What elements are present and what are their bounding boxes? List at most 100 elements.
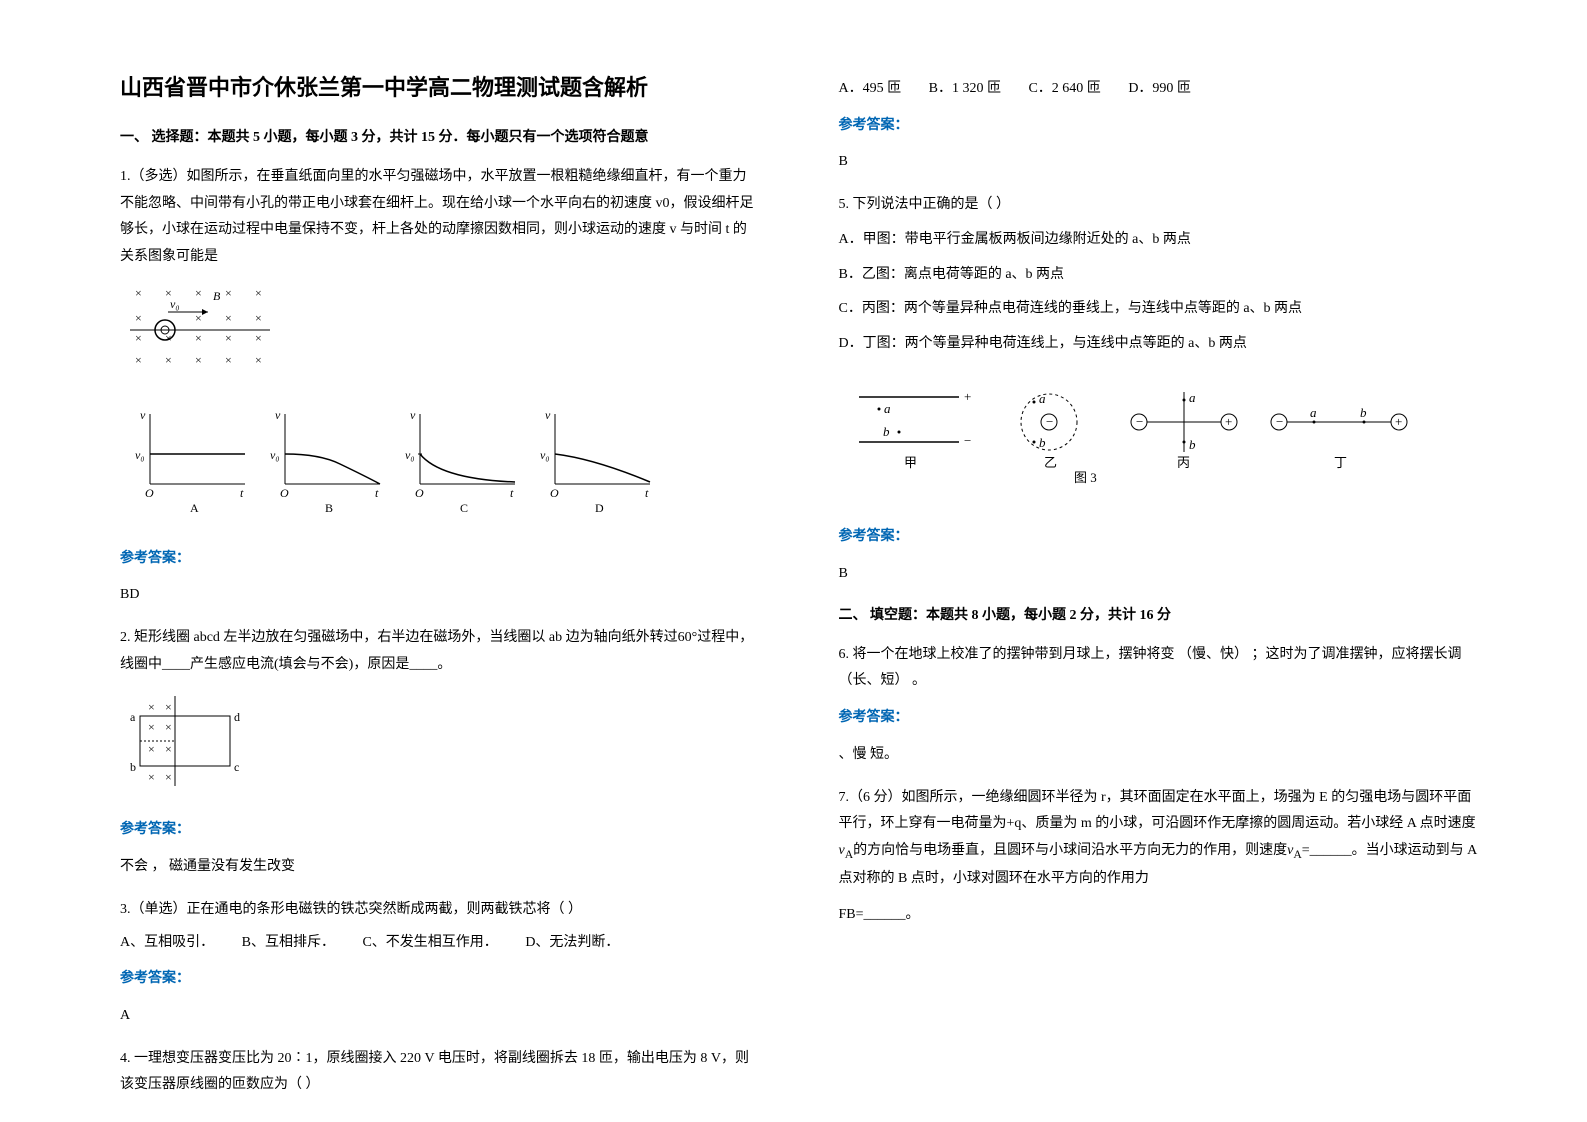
question-5: 5. 下列说法中正确的是（ ） A．甲图：带电平行金属板两板间边缘附近处的 a、… <box>839 192 1478 585</box>
svg-text:甲: 甲 <box>904 455 917 470</box>
svg-text:丙: 丙 <box>1177 455 1190 470</box>
svg-text:b: b <box>1360 405 1367 420</box>
q1-answer: BD <box>120 582 759 607</box>
svg-text:a: a <box>1039 391 1046 406</box>
q4-optA: A．495 匝 <box>839 81 902 96</box>
svg-text:×: × <box>225 286 232 300</box>
svg-text:×: × <box>148 720 155 734</box>
svg-text:v: v <box>140 408 146 422</box>
q2-figure: ×× ×× ×× ×× ad bc <box>120 691 759 802</box>
svg-text:c: c <box>234 760 239 774</box>
svg-text:v₀: v₀ <box>270 448 280 462</box>
q7-text-p1: 7.（6 分）如图所示，一绝缘细圆环半径为 r，其环面固定在水平面上，场强为 E… <box>839 790 1476 832</box>
q2-answer: 不会 ， 磁通量没有发生改变 <box>120 854 759 879</box>
svg-text:丁: 丁 <box>1334 455 1347 470</box>
svg-text:−: − <box>1136 414 1143 429</box>
svg-text:×: × <box>255 353 262 367</box>
section2-title: 二、 填空题：本题共 8 小题，每小题 2 分，共计 16 分 <box>839 604 1478 624</box>
svg-text:v₀: v₀ <box>135 448 145 462</box>
q6-answer-label: 参考答案： <box>839 705 1478 732</box>
svg-text:A: A <box>190 501 199 515</box>
svg-text:×: × <box>195 353 202 367</box>
svg-text:a: a <box>1189 390 1196 405</box>
svg-text:C: C <box>460 501 468 515</box>
question-4: 4. 一理想变压器变压比为 20∶1，原线圈接入 220 V 电压时，将副线圈拆… <box>120 1046 759 1099</box>
q5-optC: C．丙图：两个等量异种点电荷连线的垂线上，与连线中点等距的 a、b 两点 <box>839 296 1478 323</box>
q1-graphs: vv₀Ot A vv₀Ot B <box>120 399 759 530</box>
svg-text:B: B <box>213 289 221 303</box>
section1-title: 一、 选择题：本题共 5 小题，每小题 3 分，共计 15 分．每小题只有一个选… <box>120 126 759 146</box>
svg-text:O: O <box>280 486 289 500</box>
svg-text:d: d <box>234 710 240 724</box>
q5-figure: a b + − 甲 − a b 乙 图 3 <box>839 377 1478 508</box>
svg-text:×: × <box>148 742 155 756</box>
q4-text: 4. 一理想变压器变压比为 20∶1，原线圈接入 220 V 电压时，将副线圈拆… <box>120 1046 759 1099</box>
svg-text:×: × <box>165 353 172 367</box>
svg-text:O: O <box>550 486 559 500</box>
svg-text:−: − <box>964 433 971 448</box>
q5-optA: A．甲图：带电平行金属板两板间边缘附近处的 a、b 两点 <box>839 227 1478 254</box>
svg-text:×: × <box>135 286 142 300</box>
question-3: 3.（单选）正在通电的条形电磁铁的铁芯突然断成两截，则两截铁芯将（ ） A、互相… <box>120 897 759 1028</box>
q5-optB: B．乙图：离点电荷等距的 a、b 两点 <box>839 262 1478 289</box>
svg-text:×: × <box>135 331 142 345</box>
q6-text: 6. 将一个在地球上校准了的摆钟带到月球上，摆钟将变 （慢、快） ；这时为了调准… <box>839 642 1478 695</box>
q4-optB: B．1 320 匝 <box>929 81 1001 96</box>
q7-text-p2: 的方向恰与电场垂直，且圆环与小球间沿水平方向无力的作用，则速度 <box>853 843 1287 858</box>
svg-text:−: − <box>1276 414 1283 429</box>
svg-text:×: × <box>195 286 202 300</box>
svg-text:t: t <box>645 486 649 500</box>
svg-text:乙: 乙 <box>1044 455 1057 470</box>
svg-text:×: × <box>255 331 262 345</box>
question-1: 1.（多选）如图所示，在垂直纸面向里的水平匀强磁场中，水平放置一根粗糙绝缘细直杆… <box>120 164 759 607</box>
svg-text:D: D <box>595 501 604 515</box>
svg-text:t: t <box>375 486 379 500</box>
svg-text:a: a <box>884 401 891 416</box>
q4-answer: B <box>839 149 1478 174</box>
q5-answer-label: 参考答案： <box>839 524 1478 551</box>
svg-text:v: v <box>275 408 281 422</box>
svg-text:v: v <box>545 408 551 422</box>
svg-text:×: × <box>165 331 172 345</box>
q1-figure-field: ××××× B ×××× v₀ ××××× ××××× <box>120 282 759 383</box>
svg-text:v₀: v₀ <box>405 448 415 462</box>
svg-text:×: × <box>225 311 232 325</box>
q4-optD: D．990 匝 <box>1128 81 1191 96</box>
question-6: 6. 将一个在地球上校准了的摆钟带到月球上，摆钟将变 （慢、快） ；这时为了调准… <box>839 642 1478 767</box>
q7-text-p4: FB=______。 <box>839 902 1478 929</box>
svg-text:+: + <box>964 389 971 404</box>
q3-optD: D、无法判断． <box>525 935 619 950</box>
svg-text:×: × <box>135 311 142 325</box>
question-7: 7.（6 分）如图所示，一绝缘细圆环半径为 r，其环面固定在水平面上，场强为 E… <box>839 785 1478 929</box>
svg-text:v₀: v₀ <box>170 297 180 311</box>
q3-text: 3.（单选）正在通电的条形电磁铁的铁芯突然断成两截，则两截铁芯将（ ） <box>120 897 759 924</box>
svg-text:×: × <box>165 700 172 714</box>
svg-text:×: × <box>148 700 155 714</box>
q5-text: 5. 下列说法中正确的是（ ） <box>839 192 1478 219</box>
svg-text:b: b <box>883 424 890 439</box>
q3-optC: C、不发生相互作用． <box>362 935 497 950</box>
svg-text:O: O <box>145 486 154 500</box>
svg-text:a: a <box>1310 405 1317 420</box>
svg-text:t: t <box>510 486 514 500</box>
svg-text:×: × <box>195 331 202 345</box>
svg-text:t: t <box>240 486 244 500</box>
q2-text: 2. 矩形线圈 abcd 左半边放在匀强磁场中，右半边在磁场外，当线圈以 ab … <box>120 625 759 678</box>
svg-text:×: × <box>165 720 172 734</box>
svg-text:O: O <box>415 486 424 500</box>
svg-text:×: × <box>165 770 172 784</box>
q2-answer-label: 参考答案： <box>120 817 759 844</box>
svg-text:v: v <box>410 408 416 422</box>
svg-text:+: + <box>1225 414 1232 429</box>
q3-options: A、互相吸引． B、互相排斥． C、不发生相互作用． D、无法判断． <box>120 930 759 957</box>
svg-text:×: × <box>225 331 232 345</box>
svg-text:b: b <box>1189 437 1196 452</box>
svg-text:图 3: 图 3 <box>1074 470 1097 485</box>
q3-answer-label: 参考答案： <box>120 966 759 993</box>
q3-optA: A、互相吸引． <box>120 935 214 950</box>
svg-text:×: × <box>148 770 155 784</box>
q4-optC: C．2 640 匝 <box>1028 81 1100 96</box>
page-title: 山西省晋中市介休张兰第一中学高二物理测试题含解析 <box>120 70 759 102</box>
q4-options: A．495 匝 B．1 320 匝 C．2 640 匝 D．990 匝 <box>839 76 1478 103</box>
q1-answer-label: 参考答案： <box>120 546 759 573</box>
